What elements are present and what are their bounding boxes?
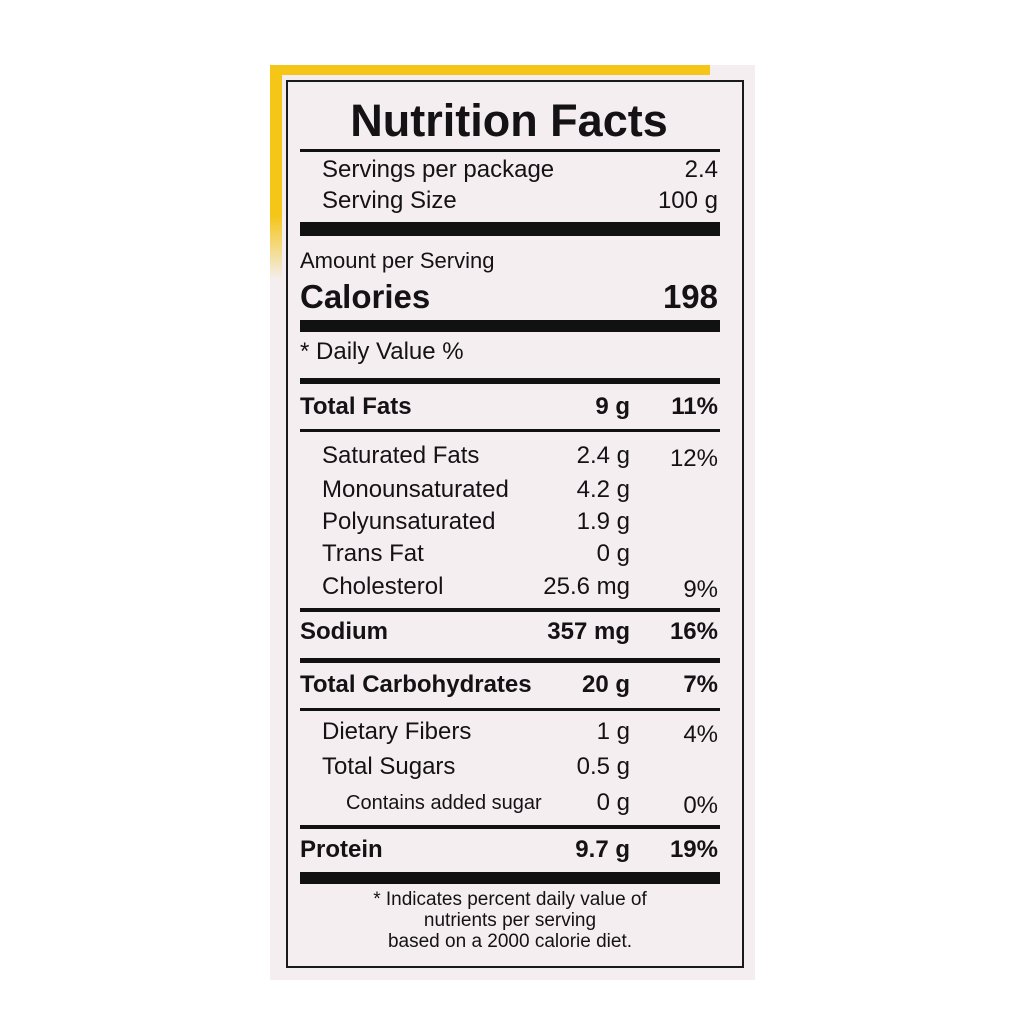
divider — [300, 222, 720, 236]
nutrient-name: Total Carbohydrates — [300, 671, 532, 698]
nutrient-amount: 20 g — [581, 671, 630, 698]
calories-label: Calories — [300, 278, 431, 315]
calories-value: 198 — [662, 278, 718, 315]
divider — [300, 429, 720, 432]
footnote-line: nutrients per serving — [423, 910, 597, 931]
nutrient-daily-value: 12% — [669, 445, 718, 472]
label-frame — [286, 80, 744, 968]
nutrient-amount: 1 g — [596, 718, 630, 745]
nutrient-name: Total Fats — [300, 393, 412, 420]
nutrient-amount: 9.7 g — [575, 836, 630, 863]
servings-value: 2.4 — [684, 156, 718, 183]
title: Nutrition Facts — [350, 95, 668, 146]
nutrient-amount: 2.4 g — [576, 442, 630, 469]
divider — [300, 658, 720, 663]
footnote-line: * Indicates percent daily value of — [373, 889, 647, 910]
amount-label: Amount per Serving — [300, 248, 495, 273]
nutrient-name: Sodium — [300, 618, 388, 645]
nutrient-amount: 4.2 g — [576, 476, 630, 503]
nutrient-amount: 1.9 g — [576, 508, 630, 535]
nutrient-daily-value: 4% — [683, 721, 718, 748]
serving-size-value: 100 g — [657, 187, 718, 214]
nutrient-name: Protein — [300, 836, 383, 863]
footnote-line: based on a 2000 calorie diet. — [387, 931, 632, 952]
divider — [300, 149, 720, 152]
nutrient-name: Polyunsaturated — [322, 508, 496, 535]
nutrient-name: Saturated Fats — [322, 442, 480, 469]
servings-label: Servings per package — [322, 156, 555, 183]
divider — [300, 608, 720, 612]
package-edge — [270, 65, 710, 75]
nutrient-daily-value: 9% — [683, 576, 718, 603]
nutrient-daily-value: 11% — [671, 393, 718, 420]
package-edge — [270, 65, 282, 280]
divider — [300, 708, 720, 711]
nutrient-amount: 0 g — [596, 789, 630, 816]
divider — [300, 825, 720, 829]
serving-size-label: Serving Size — [322, 187, 457, 214]
nutrient-amount: 9 g — [595, 393, 630, 420]
nutrient-name: Dietary Fibers — [322, 718, 472, 745]
divider — [300, 378, 720, 384]
nutrient-daily-value: 7% — [683, 671, 718, 698]
divider — [300, 320, 720, 332]
nutrient-name: Trans Fat — [322, 540, 424, 567]
nutrient-daily-value: 19% — [669, 836, 718, 863]
nutrient-amount: 0.5 g — [576, 753, 630, 780]
nutrient-amount: 357 mg — [547, 618, 630, 645]
nutrient-amount: 0 g — [596, 540, 630, 567]
nutrient-daily-value: 0% — [683, 792, 718, 819]
divider — [300, 872, 720, 884]
nutrient-daily-value: 16% — [669, 618, 718, 645]
nutrient-name: Cholesterol — [322, 573, 444, 600]
nutrient-amount: 25.6 mg — [543, 573, 630, 600]
daily-value-header: * Daily Value % — [300, 338, 464, 365]
nutrient-name: Contains added sugar — [346, 792, 542, 814]
nutrient-name: Monounsaturated — [322, 476, 509, 503]
nutrient-name: Total Sugars — [322, 753, 456, 780]
